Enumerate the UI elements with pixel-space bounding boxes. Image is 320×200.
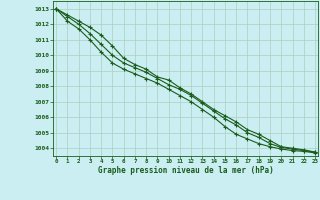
- X-axis label: Graphe pression niveau de la mer (hPa): Graphe pression niveau de la mer (hPa): [98, 166, 274, 175]
